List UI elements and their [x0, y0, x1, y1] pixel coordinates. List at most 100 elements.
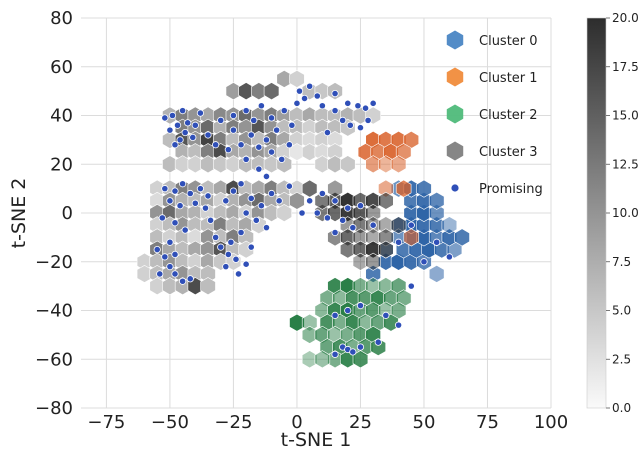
y-tick-label: −40	[35, 301, 73, 322]
promising-point	[191, 121, 199, 129]
promising-point	[212, 141, 220, 149]
x-tick-label: 25	[349, 412, 372, 433]
promising-point	[166, 126, 174, 134]
promising-point	[407, 221, 415, 229]
promising-point	[331, 228, 339, 237]
promising-point	[229, 111, 238, 120]
promising-point	[273, 126, 281, 134]
colorbar: 0.0 2.5 5.0 7.5 10.0 12.5 15.0 17.5 20.0	[586, 11, 639, 415]
promising-point	[176, 202, 184, 210]
promising-point	[196, 109, 205, 117]
promising-point	[171, 270, 179, 278]
cluster-hex	[365, 155, 381, 174]
density-hex	[289, 191, 305, 210]
promising-point	[339, 116, 347, 124]
promising-point	[369, 221, 377, 229]
promising-point	[234, 270, 243, 278]
cluster-hex	[365, 252, 381, 271]
legend-marker-dot	[450, 183, 460, 193]
cluster-hex	[428, 191, 445, 210]
colorbar-tick-label: 17.5	[612, 60, 639, 74]
promising-point	[344, 99, 352, 107]
promising-point	[176, 136, 184, 144]
promising-point	[171, 250, 179, 259]
promising-point	[374, 338, 382, 346]
promising-point	[306, 82, 314, 90]
legend-label: Cluster 3	[479, 145, 538, 160]
x-tick-label: −75	[87, 412, 125, 433]
promising-point	[224, 146, 232, 154]
promising-point	[222, 197, 230, 205]
promising-point	[237, 141, 245, 149]
promising-point	[252, 216, 260, 224]
promising-point	[171, 219, 179, 227]
colorbar-tick-label: 20.0	[612, 11, 639, 25]
promising-point	[247, 131, 255, 139]
density-hex	[263, 82, 280, 101]
promising-point	[313, 209, 321, 217]
promising-point	[298, 209, 306, 217]
promising-point	[247, 243, 255, 251]
x-tick-label: 0	[291, 412, 302, 433]
promising-point	[173, 121, 182, 129]
promising-point	[278, 155, 286, 163]
promising-point	[323, 214, 332, 222]
y-axis-label: t-SNE 2	[8, 178, 30, 249]
promising-point	[433, 238, 441, 246]
promising-point	[318, 189, 326, 198]
promising-point	[227, 238, 235, 246]
promising-point	[331, 350, 339, 358]
y-tick-label: −80	[35, 398, 73, 419]
y-tick-label: 60	[50, 57, 73, 78]
legend: Cluster 0 Cluster 1 Cluster 2 Cluster 3 Prom…	[446, 30, 543, 197]
promising-point	[255, 143, 263, 151]
cluster-hex	[390, 155, 407, 174]
x-axis-label: t-SNE 1	[281, 429, 352, 451]
y-tick-label: 20	[50, 154, 73, 175]
promising-point	[306, 197, 314, 205]
promising-point	[344, 306, 352, 315]
promising-point	[250, 116, 258, 124]
promising-point	[394, 238, 403, 246]
cluster-hex	[301, 350, 318, 369]
cluster-hex	[416, 179, 432, 198]
plot-area	[81, 17, 552, 409]
promising-point	[166, 263, 174, 271]
promising-point	[331, 197, 339, 205]
promising-point	[285, 182, 293, 190]
density-hex	[340, 155, 356, 174]
promising-point	[344, 204, 352, 212]
promising-point	[407, 282, 415, 290]
promising-point	[237, 180, 245, 188]
promising-point	[318, 102, 326, 110]
promising-point	[171, 141, 179, 149]
legend-label: Cluster 0	[479, 34, 538, 49]
promising-point	[229, 187, 238, 195]
promising-point	[356, 343, 365, 351]
promising-point	[189, 133, 197, 142]
promising-point	[196, 185, 205, 193]
cluster-hex	[395, 179, 412, 198]
promising-point	[161, 253, 169, 261]
cluster-hex	[378, 240, 394, 259]
x-tick-label: −25	[214, 412, 252, 433]
promising-point	[186, 275, 194, 283]
promising-point	[161, 185, 169, 193]
promising-point	[191, 199, 199, 207]
promising-point	[206, 216, 215, 224]
promising-point	[339, 216, 347, 224]
promising-point	[285, 141, 293, 149]
promising-point	[356, 124, 365, 132]
promising-point	[158, 214, 166, 222]
cluster-hex	[289, 313, 305, 332]
promising-point	[267, 114, 276, 122]
promising-point	[354, 102, 362, 110]
colorbar-tick-label: 15.0	[612, 109, 639, 123]
cluster-hex	[378, 191, 394, 210]
colorbar-tick-label: 0.0	[612, 401, 631, 415]
legend-marker-hex	[446, 30, 464, 50]
promising-point	[181, 226, 189, 234]
cluster-hex	[352, 252, 369, 271]
promising-point	[242, 209, 250, 217]
